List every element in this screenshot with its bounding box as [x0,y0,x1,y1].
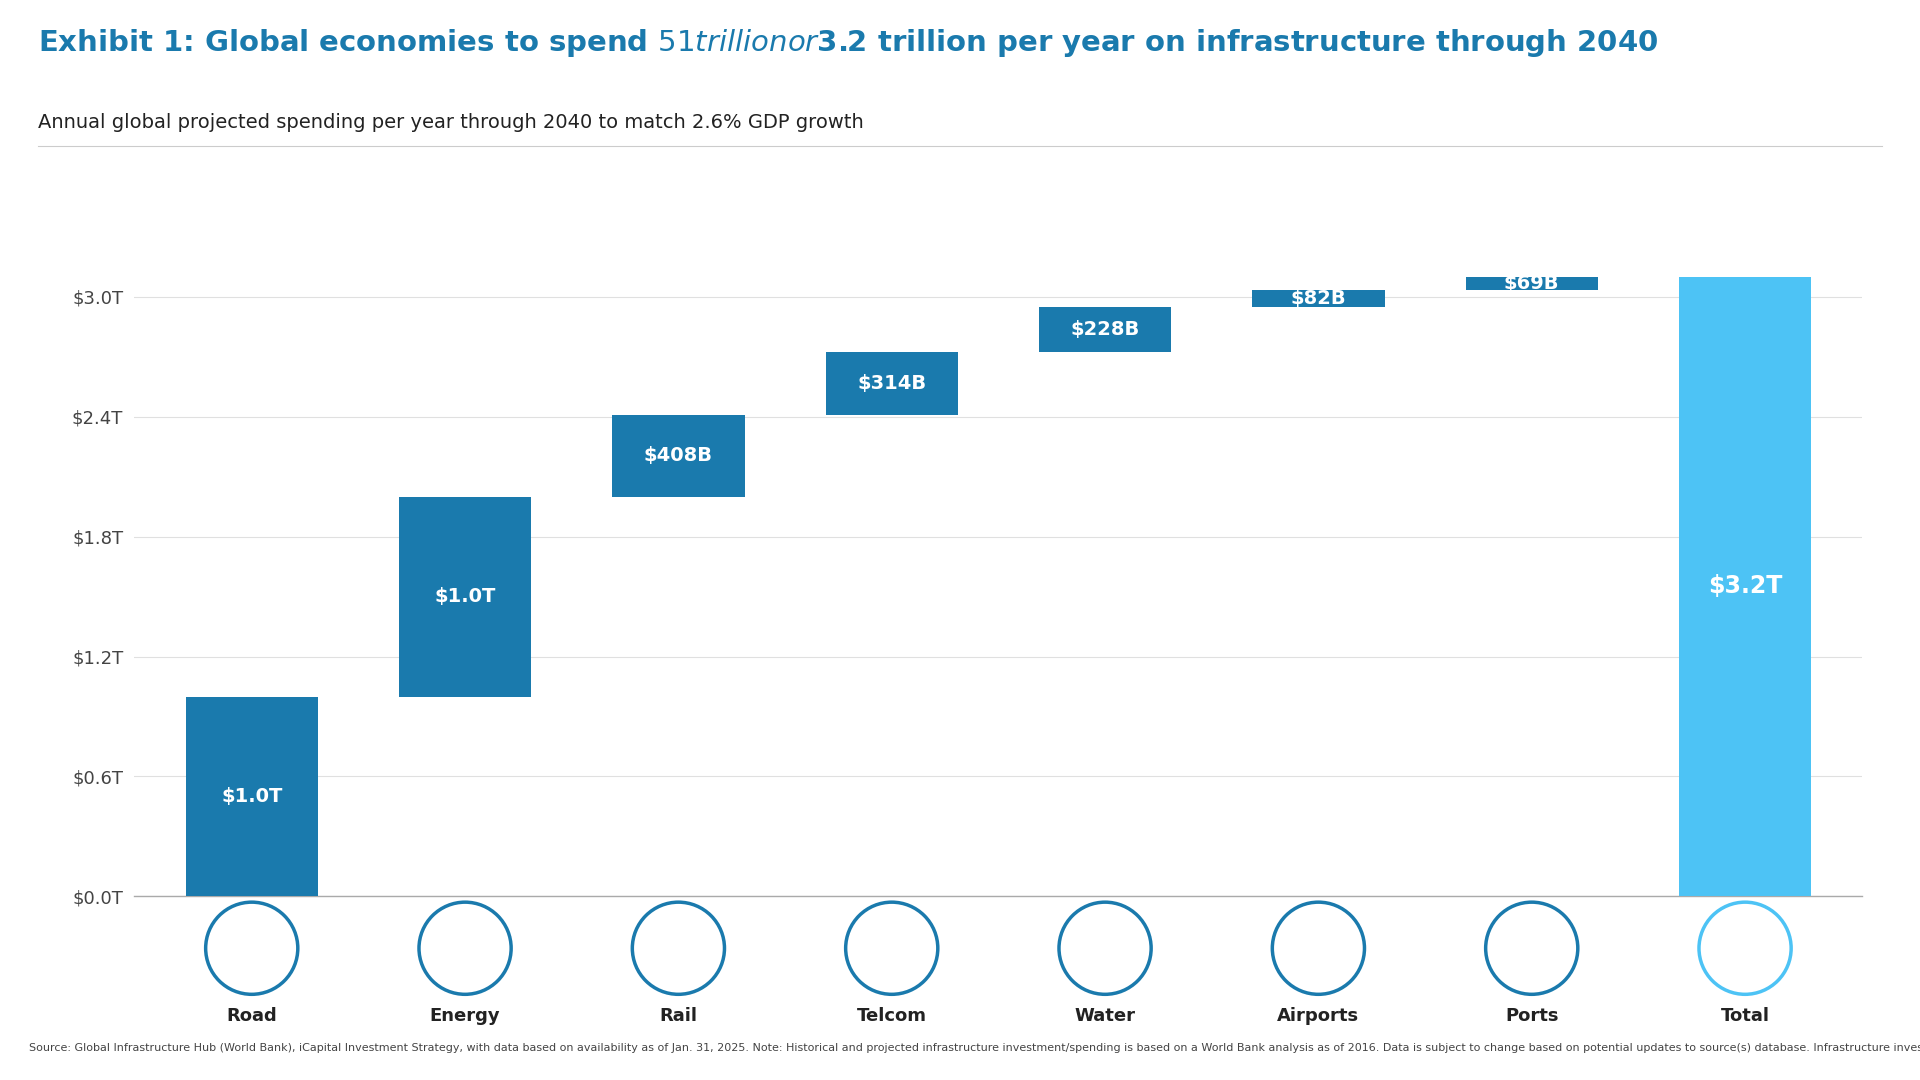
Text: Road: Road [227,1008,276,1025]
Text: Exhibit 1: Global economies to spend $51 trillion or $3.2 trillion per year on i: Exhibit 1: Global economies to spend $51… [38,27,1659,59]
Text: $82B: $82B [1290,289,1346,308]
Text: Telcom: Telcom [856,1008,927,1025]
Text: $3.2T: $3.2T [1709,575,1782,598]
Text: Rail: Rail [659,1008,697,1025]
Bar [1039,307,1171,352]
Bar [1465,276,1597,291]
Bar [399,497,532,697]
Text: $314B: $314B [856,374,925,393]
Text: $228B: $228B [1071,320,1140,339]
Text: $408B: $408B [643,446,712,465]
Bar [1252,291,1384,307]
Bar [826,352,958,415]
Text: Water: Water [1075,1008,1135,1025]
Text: Airports: Airports [1277,1008,1359,1025]
Text: Annual global projected spending per year through 2040 to match 2.6% GDP growth: Annual global projected spending per yea… [38,113,864,133]
Bar [1678,276,1811,896]
Text: $1.0T: $1.0T [221,787,282,806]
Text: Source: Global Infrastructure Hub (World Bank), iCapital Investment Strategy, wi: Source: Global Infrastructure Hub (World… [29,1043,1920,1053]
Bar [186,697,319,896]
Text: $69B: $69B [1503,274,1559,293]
Bar [612,415,745,497]
Text: $1.0T: $1.0T [434,588,495,606]
Text: Ports: Ports [1505,1008,1559,1025]
Text: Energy: Energy [430,1008,501,1025]
Text: Total: Total [1720,1008,1770,1025]
